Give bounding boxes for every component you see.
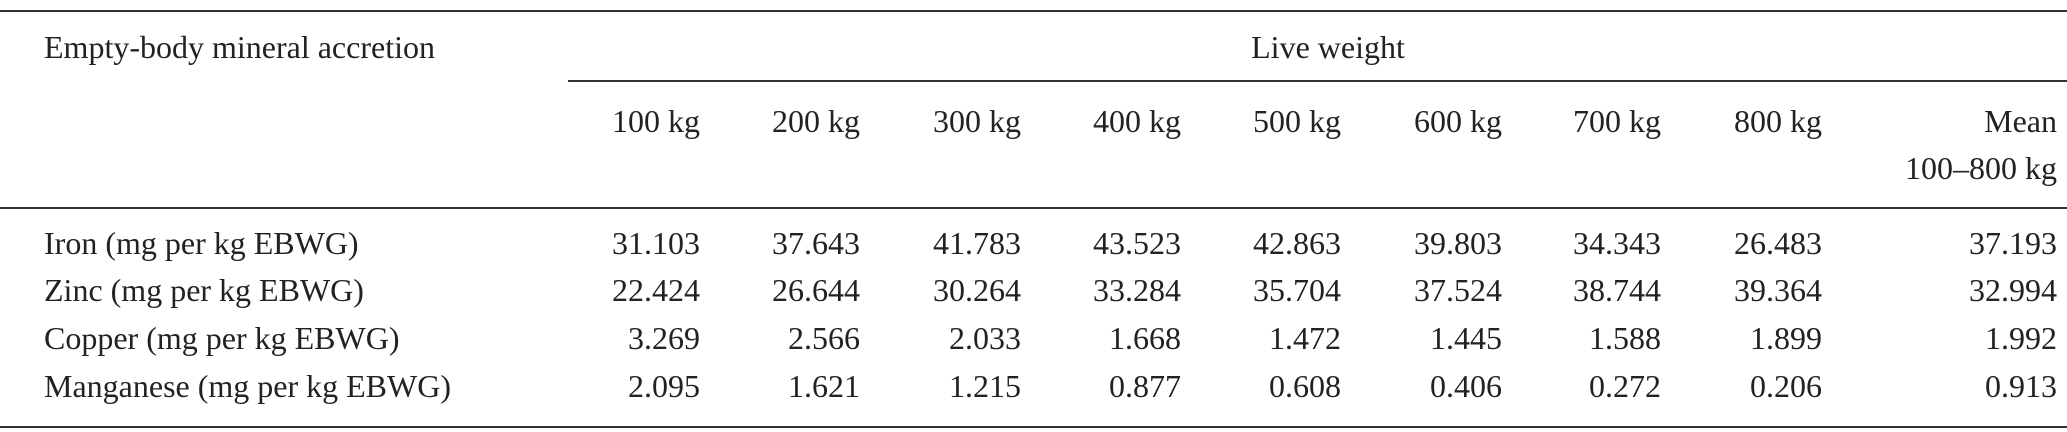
cell-value: 1.472 bbox=[1269, 320, 1341, 356]
row-label: Manganese (mg per kg EBWG) bbox=[44, 368, 451, 404]
cell-value: 39.803 bbox=[1414, 225, 1502, 261]
top-rule bbox=[0, 10, 2067, 12]
cell-value: 42.863 bbox=[1253, 225, 1341, 261]
cell-value: 37.193 bbox=[1969, 225, 2057, 261]
cell-value: 0.206 bbox=[1750, 368, 1822, 404]
row-label: Copper (mg per kg EBWG) bbox=[44, 320, 400, 356]
mean-header: 100–800 kg bbox=[1905, 150, 2057, 186]
group-header: Live weight bbox=[1251, 29, 1405, 65]
cell-value: 1.215 bbox=[949, 368, 1021, 404]
cell-value: 38.744 bbox=[1573, 272, 1661, 308]
cell-value: 30.264 bbox=[933, 272, 1021, 308]
cell-value: 1.588 bbox=[1589, 320, 1661, 356]
cell-value: 26.644 bbox=[772, 272, 860, 308]
cell-value: 22.424 bbox=[612, 272, 700, 308]
cell-value: 43.523 bbox=[1093, 225, 1181, 261]
cell-value: 0.877 bbox=[1109, 368, 1181, 404]
cell-value: 3.269 bbox=[628, 320, 700, 356]
row-label: Iron (mg per kg EBWG) bbox=[44, 225, 359, 261]
cell-value: 1.668 bbox=[1109, 320, 1181, 356]
cell-value: 37.524 bbox=[1414, 272, 1502, 308]
cell-value: 41.783 bbox=[933, 225, 1021, 261]
column-header: 800 kg bbox=[1734, 103, 1822, 139]
column-header: 700 kg bbox=[1573, 103, 1661, 139]
column-header: 400 kg bbox=[1093, 103, 1181, 139]
cell-value: 35.704 bbox=[1253, 272, 1341, 308]
cell-value: 0.913 bbox=[1985, 368, 2057, 404]
cell-value: 31.103 bbox=[612, 225, 700, 261]
bottom-rule bbox=[0, 426, 2067, 428]
column-header: 500 kg bbox=[1253, 103, 1341, 139]
cell-value: 2.033 bbox=[949, 320, 1021, 356]
cell-value: 2.095 bbox=[628, 368, 700, 404]
cell-value: 1.899 bbox=[1750, 320, 1822, 356]
column-header: 600 kg bbox=[1414, 103, 1502, 139]
cell-value: 34.343 bbox=[1573, 225, 1661, 261]
header-rule bbox=[0, 207, 2067, 209]
column-header: 200 kg bbox=[772, 103, 860, 139]
column-header: 100 kg bbox=[612, 103, 700, 139]
row-label: Zinc (mg per kg EBWG) bbox=[44, 272, 364, 308]
cell-value: 0.608 bbox=[1269, 368, 1341, 404]
cell-value: 32.994 bbox=[1969, 272, 2057, 308]
cell-value: 1.992 bbox=[1985, 320, 2057, 356]
cell-value: 0.406 bbox=[1430, 368, 1502, 404]
cell-value: 33.284 bbox=[1093, 272, 1181, 308]
column-header: 300 kg bbox=[933, 103, 1021, 139]
stub-header: Empty-body mineral accretion bbox=[44, 29, 435, 65]
cell-value: 0.272 bbox=[1589, 368, 1661, 404]
cell-value: 39.364 bbox=[1734, 272, 1822, 308]
cell-value: 1.621 bbox=[788, 368, 860, 404]
cell-value: 2.566 bbox=[788, 320, 860, 356]
group-rule bbox=[568, 80, 2067, 82]
cell-value: 37.643 bbox=[772, 225, 860, 261]
cell-value: 1.445 bbox=[1430, 320, 1502, 356]
cell-value: 26.483 bbox=[1734, 225, 1822, 261]
mean-header: Mean bbox=[1984, 103, 2057, 139]
